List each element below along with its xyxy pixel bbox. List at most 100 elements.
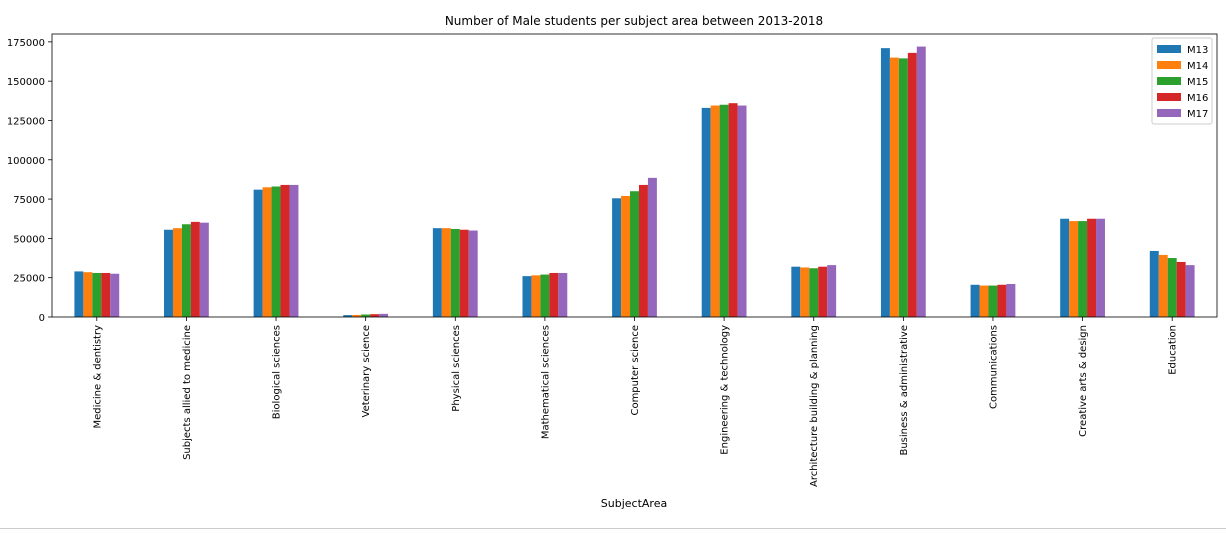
x-tick-label: Engineering & technology: [720, 325, 731, 455]
bar-m13-9: [880, 48, 890, 318]
legend-swatch-m17: [1157, 109, 1181, 117]
bar-m14-11: [1069, 221, 1079, 317]
y-tick-label: 0: [39, 313, 45, 324]
x-tick-label: Mathematical sciences: [540, 325, 551, 439]
bar-m16-12: [1176, 261, 1186, 317]
bar-m17-7: [737, 105, 747, 317]
bar-m15-5: [540, 274, 550, 317]
bar-m17-4: [468, 230, 478, 317]
bar-m16-10: [997, 284, 1007, 317]
bar-m16-9: [907, 52, 917, 318]
bar-m16-5: [549, 272, 559, 317]
bar-m13-7: [701, 107, 711, 317]
bar-m16-3: [370, 314, 380, 317]
x-tick-label: Biological sciences: [272, 325, 283, 419]
x-tick-label: Subjects allied to medicine: [182, 325, 193, 460]
bar-m14-7: [710, 105, 720, 317]
y-axis: 0 25000 50000 75000 100000 125000 150000 175000: [7, 38, 52, 324]
bar-m16-7: [728, 103, 738, 318]
bar-m15-7: [719, 104, 729, 317]
bar-m13-10: [970, 284, 980, 317]
bar-m16-8: [818, 266, 828, 317]
bar-m13-5: [522, 276, 532, 317]
x-tick-label: Education: [1168, 325, 1179, 375]
y-tick-label: 75000: [13, 195, 45, 206]
bar-m14-8: [800, 267, 810, 317]
bar-m17-2: [289, 184, 299, 317]
legend-label-m14: M14: [1187, 61, 1208, 72]
bar-m17-0: [110, 273, 120, 317]
bar-m13-3: [343, 315, 353, 317]
bar-m14-2: [262, 187, 272, 317]
bar-m14-3: [352, 314, 362, 317]
bar-m15-6: [630, 191, 639, 317]
y-tick-label: 50000: [13, 234, 45, 245]
bar-m17-8: [827, 265, 837, 317]
bar-m13-2: [253, 189, 263, 317]
legend-label-m13: M13: [1187, 45, 1208, 56]
plot-frame: [51, 33, 1218, 318]
x-tick-label: Communications: [988, 325, 999, 409]
x-axis-label: SubjectArea: [601, 497, 667, 510]
bar-m17-5: [558, 272, 568, 317]
legend-swatch-m13: [1157, 45, 1181, 53]
legend: M13 M14 M15 M16 M17: [1151, 37, 1213, 125]
x-tick-label: Architecture building & planning: [809, 325, 820, 487]
bar-m17-11: [1096, 218, 1105, 317]
bar-m15-3: [361, 314, 371, 317]
legend-swatch-m14: [1157, 61, 1181, 69]
x-tick-label: Computer science: [630, 325, 641, 416]
bar-m15-0: [92, 272, 102, 317]
bar-m15-1: [181, 224, 191, 317]
y-tick-label: 150000: [7, 77, 45, 88]
bars-layer: [74, 46, 1195, 318]
x-tick-label: Physical sciences: [451, 325, 462, 412]
legend-box: [1151, 37, 1213, 125]
bar-m13-11: [1060, 218, 1070, 317]
bar-m13-0: [74, 271, 84, 317]
bar-m17-9: [916, 46, 926, 317]
bar-m16-6: [638, 184, 648, 317]
legend-swatch-m16: [1157, 93, 1181, 101]
bar-m13-12: [1149, 250, 1159, 317]
bar-m13-4: [432, 228, 442, 317]
divider: [0, 528, 1226, 529]
bar-m15-12: [1167, 258, 1177, 317]
y-tick-label: 175000: [7, 38, 45, 49]
x-tick-label: Veterinary science: [361, 325, 372, 417]
bar-m16-2: [280, 184, 290, 317]
y-tick-label: 125000: [7, 116, 45, 127]
bar-m17-6: [647, 177, 657, 317]
x-tick-label: Creative arts & design: [1078, 325, 1089, 437]
bar-m17-12: [1185, 265, 1195, 317]
legend-label-m16: M16: [1187, 93, 1208, 104]
legend-label-m17: M17: [1187, 109, 1208, 120]
y-tick-label: 25000: [13, 274, 45, 285]
bar-m14-1: [172, 228, 182, 317]
bar-m15-8: [809, 268, 819, 317]
bar-m15-4: [450, 228, 460, 317]
bar-m14-9: [889, 57, 899, 317]
bar-m15-10: [988, 285, 998, 317]
bar-m17-10: [1006, 283, 1016, 317]
bar-m15-9: [898, 58, 908, 318]
bar-m14-10: [979, 285, 989, 317]
bar-m13-8: [791, 266, 801, 317]
bar-m14-4: [441, 228, 451, 317]
bar-m16-0: [101, 272, 111, 317]
bar-m17-1: [199, 222, 209, 317]
bar-m16-1: [190, 221, 200, 317]
bar-m17-3: [379, 313, 389, 317]
bar-m13-6: [612, 198, 622, 317]
bar-m13-1: [164, 229, 173, 317]
chart-title: Number of Male students per subject area…: [445, 14, 823, 28]
bar-m16-11: [1087, 218, 1097, 317]
legend-swatch-m15: [1157, 77, 1181, 85]
x-tick-label: Medicine & dentistry: [92, 325, 103, 429]
bar-m16-4: [459, 229, 469, 317]
x-axis: Medicine & dentistry Subjects allied to m…: [92, 317, 1179, 487]
bar-m14-12: [1158, 254, 1168, 317]
y-tick-label: 100000: [7, 156, 45, 167]
